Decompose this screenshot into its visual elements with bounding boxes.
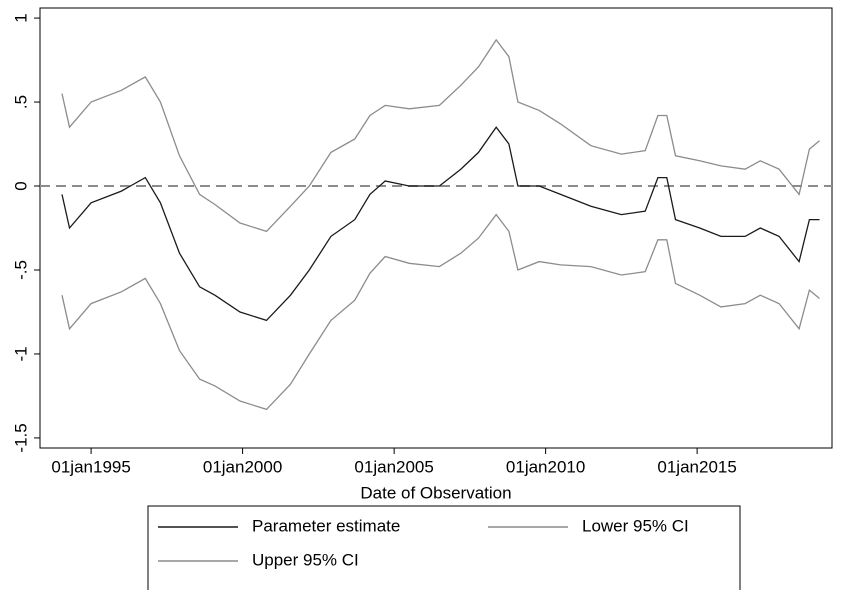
- y-tick-label: -.5: [11, 260, 30, 280]
- y-tick-label: 1: [11, 13, 30, 22]
- x-tick-label: 01jan2015: [657, 457, 736, 476]
- series-line: [61, 213, 820, 411]
- legend-label: Upper 95% CI: [252, 550, 359, 569]
- x-axis-title: Date of Observation: [360, 483, 511, 502]
- legend-label: Lower 95% CI: [582, 516, 689, 535]
- y-tick-label: -1: [11, 346, 30, 361]
- x-tick-label: 01jan2005: [354, 457, 433, 476]
- y-tick-label: .5: [11, 95, 30, 109]
- series-line: [61, 38, 820, 233]
- plot-frame: [39, 7, 833, 449]
- y-tick-label: 0: [11, 181, 30, 190]
- x-tick-label: 01jan2000: [203, 457, 282, 476]
- legend-frame: [147, 505, 741, 590]
- series-line: [61, 126, 820, 322]
- legend-label: Parameter estimate: [252, 516, 400, 535]
- y-tick-label: -1.5: [11, 423, 30, 452]
- x-tick-label: 01jan1995: [51, 457, 130, 476]
- x-tick-label: 01jan2010: [506, 457, 585, 476]
